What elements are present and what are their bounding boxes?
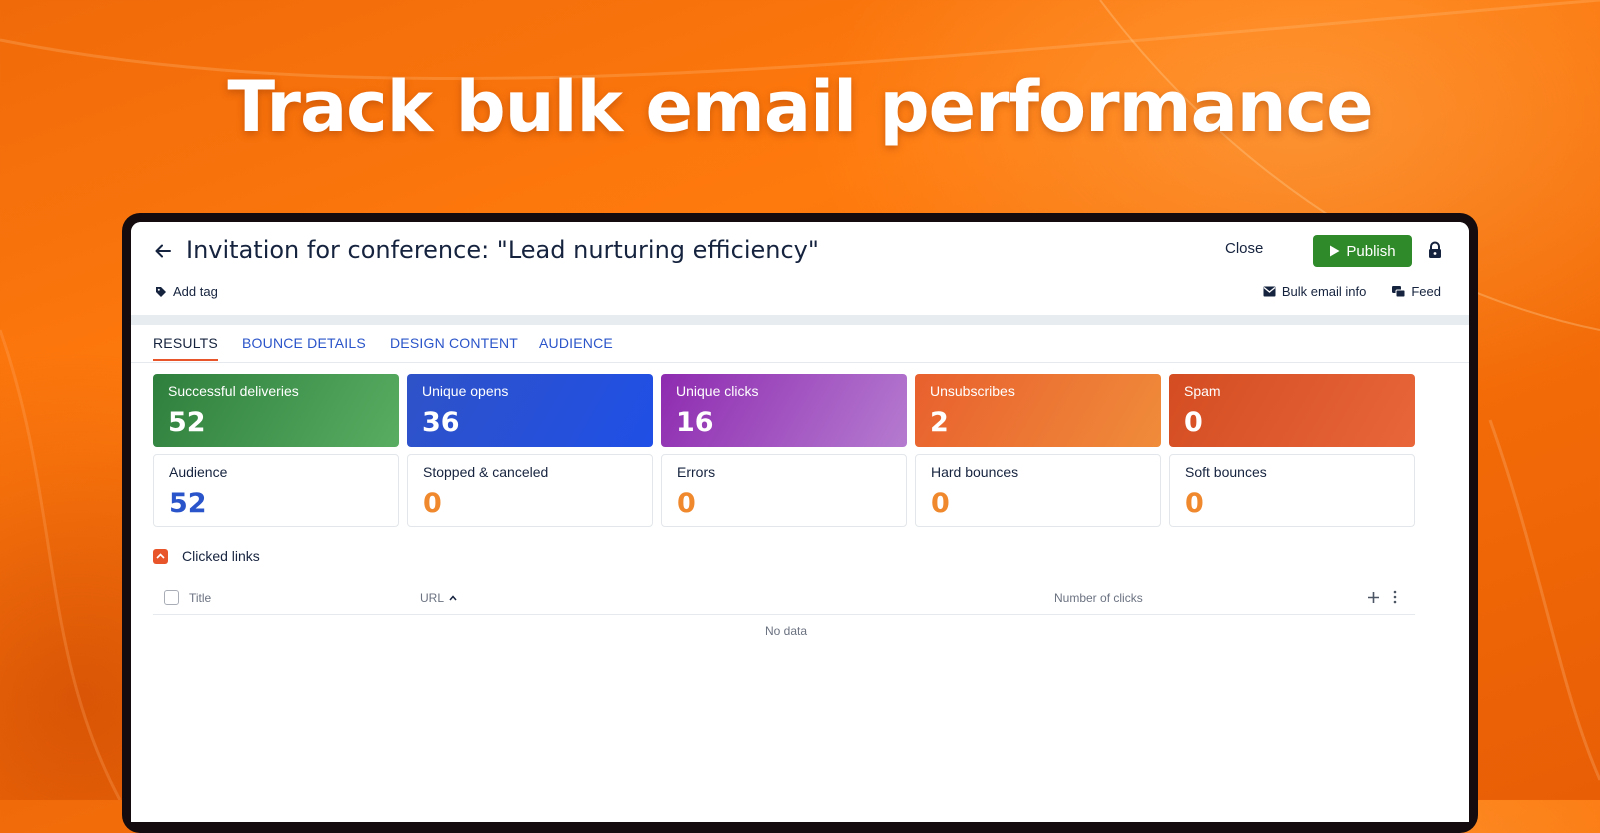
metric-card-stopped-canceled: Stopped & canceled 0 bbox=[407, 454, 653, 527]
metric-label: Successful deliveries bbox=[168, 383, 299, 399]
feed-label: Feed bbox=[1411, 284, 1441, 299]
tab-bounce-details[interactable]: BOUNCE DETAILS bbox=[242, 335, 366, 351]
metric-card-audience: Audience 52 bbox=[153, 454, 399, 527]
metric-label: Soft bounces bbox=[1185, 464, 1267, 480]
metric-card-unsubscribes: Unsubscribes 2 bbox=[915, 374, 1161, 447]
lock-icon[interactable] bbox=[1427, 241, 1443, 259]
play-icon bbox=[1330, 245, 1340, 257]
metric-label: Audience bbox=[169, 464, 228, 480]
feed-link[interactable]: Feed bbox=[1392, 284, 1441, 299]
metric-value: 16 bbox=[676, 407, 714, 438]
tab-design-content[interactable]: DESIGN CONTENT bbox=[390, 335, 519, 351]
metric-card-unique-clicks: Unique clicks 16 bbox=[661, 374, 907, 447]
column-header-number-of-clicks[interactable]: Number of clicks bbox=[1054, 591, 1143, 605]
clicked-links-table-header: Title URL Number of clicks bbox=[153, 584, 1415, 615]
metric-label: Hard bounces bbox=[931, 464, 1019, 480]
bulk-email-info-label: Bulk email info bbox=[1281, 284, 1367, 299]
metric-value: 0 bbox=[931, 488, 950, 519]
tag-icon bbox=[156, 286, 166, 297]
metric-label: Stopped & canceled bbox=[423, 464, 549, 480]
close-button[interactable]: Close bbox=[1225, 240, 1264, 257]
clicked-links-header: Clicked links bbox=[153, 548, 260, 564]
publish-label: Publish bbox=[1346, 242, 1396, 260]
bulk-email-info-link[interactable]: Bulk email info bbox=[1263, 284, 1367, 299]
headline: Track bulk email performance bbox=[227, 66, 1373, 148]
header-divider bbox=[131, 315, 1469, 325]
metric-label: Unique clicks bbox=[676, 383, 759, 399]
add-tag-button[interactable]: Add tag bbox=[155, 284, 218, 299]
column-header-url[interactable]: URL bbox=[420, 591, 457, 605]
metric-label: Unique opens bbox=[422, 383, 509, 399]
publish-button[interactable]: Publish bbox=[1313, 235, 1412, 267]
tab-bar: RESULTS BOUNCE DETAILS DESIGN CONTENT AU… bbox=[131, 325, 1469, 363]
app-window: Invitation for conference: "Lead nurturi… bbox=[131, 222, 1469, 822]
collapse-toggle[interactable] bbox=[153, 548, 168, 564]
metric-card-errors: Errors 0 bbox=[661, 454, 907, 527]
metric-value: 0 bbox=[1185, 488, 1204, 519]
back-arrow-icon[interactable] bbox=[151, 239, 175, 263]
envelope-icon bbox=[1263, 286, 1276, 297]
sort-ascending-icon bbox=[449, 595, 457, 601]
chat-bubbles-icon bbox=[1392, 285, 1406, 297]
metric-card-hard-bounces: Hard bounces 0 bbox=[915, 454, 1161, 527]
metric-value: 52 bbox=[168, 407, 206, 438]
metric-card-unique-opens: Unique opens 36 bbox=[407, 374, 653, 447]
metric-label: Unsubscribes bbox=[930, 383, 1015, 399]
add-tag-label: Add tag bbox=[173, 284, 218, 299]
column-header-url-label: URL bbox=[420, 591, 445, 605]
metric-value: 52 bbox=[169, 488, 207, 519]
empty-state: No data bbox=[764, 624, 808, 638]
select-all-checkbox[interactable] bbox=[164, 590, 179, 605]
column-header-title[interactable]: Title bbox=[189, 591, 212, 605]
metric-card-spam: Spam 0 bbox=[1169, 374, 1415, 447]
section-title: Clicked links bbox=[182, 548, 260, 564]
metric-value: 2 bbox=[930, 407, 949, 438]
page-title: Invitation for conference: "Lead nurturi… bbox=[186, 236, 819, 264]
metric-label: Errors bbox=[677, 464, 716, 480]
page-header: Invitation for conference: "Lead nurturi… bbox=[131, 222, 1469, 322]
chevron-up-icon bbox=[156, 553, 165, 559]
metric-value: 0 bbox=[677, 488, 696, 519]
metric-card-successful-deliveries: Successful deliveries 52 bbox=[153, 374, 399, 447]
more-options-icon[interactable] bbox=[1393, 590, 1397, 604]
tab-audience[interactable]: AUDIENCE bbox=[539, 335, 613, 351]
metric-card-soft-bounces: Soft bounces 0 bbox=[1169, 454, 1415, 527]
add-column-icon[interactable] bbox=[1367, 591, 1380, 604]
tab-results[interactable]: RESULTS bbox=[153, 335, 218, 361]
metric-value: 36 bbox=[422, 407, 460, 438]
metric-value: 0 bbox=[1184, 407, 1203, 438]
header-links: Bulk email info Feed bbox=[1263, 284, 1441, 299]
metric-value: 0 bbox=[423, 488, 442, 519]
metric-label: Spam bbox=[1184, 383, 1221, 399]
